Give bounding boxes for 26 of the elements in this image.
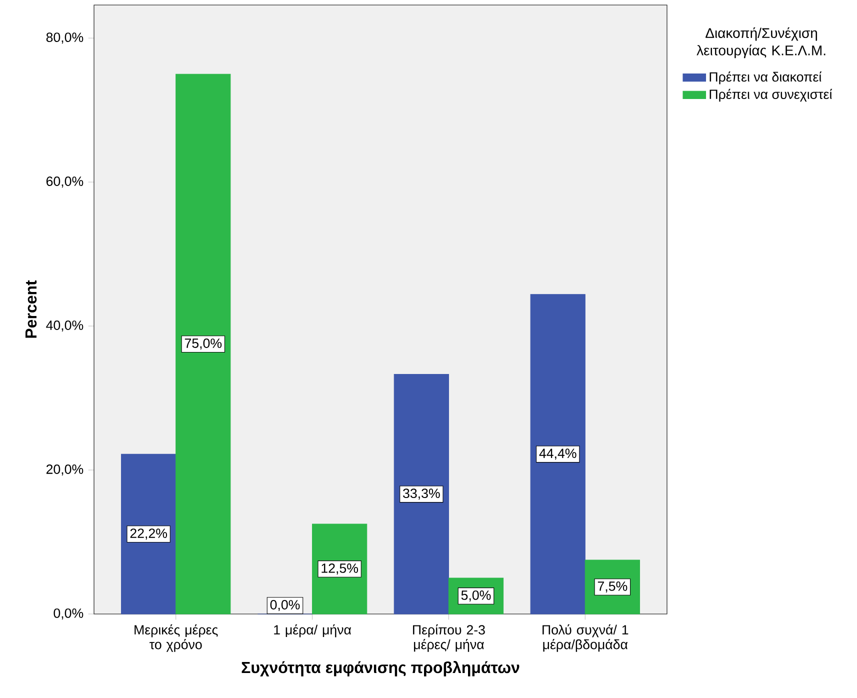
- bar: [530, 294, 586, 614]
- y-tick-label: 80,0%: [46, 32, 84, 44]
- x-tick-label: 1 μέρα/ μήνα: [274, 624, 352, 638]
- x-tick-label: Περίπου 2-3 μέρες/ μήνα: [413, 624, 485, 652]
- bar: [121, 454, 176, 614]
- y-tick-label: 40,0%: [46, 320, 84, 332]
- data-label: 75,0%: [184, 338, 222, 350]
- x-axis-title: Συχνότητα εμφάνισης προβλημάτων: [242, 661, 520, 676]
- y-axis-title: Percent: [25, 280, 37, 338]
- data-label: 7,5%: [598, 582, 628, 592]
- y-tick-label: 60,0%: [46, 176, 84, 188]
- data-label: 33,3%: [403, 488, 440, 500]
- x-tick-label: Πολύ συχνά/ 1 μέρα/βδομάδα: [542, 624, 628, 652]
- data-label: 5,0%: [461, 590, 491, 602]
- data-label: 22,2%: [130, 528, 168, 540]
- y-tick-label: 20,0%: [46, 464, 84, 476]
- legend-label: Πρέπει να συνεχιστεί: [710, 88, 832, 102]
- data-label: 12,5%: [322, 563, 358, 575]
- bar: [394, 374, 449, 614]
- y-tick-label: 0,0%: [54, 608, 84, 620]
- legend-label: Πρέπει να διακοπεί: [710, 71, 822, 84]
- data-label: 0,0%: [270, 600, 300, 612]
- legend-title: Διακοπή/Συνέχιση λειτουργίας Κ.Ε.Λ.Μ.: [696, 27, 826, 58]
- data-label: 44,4%: [539, 448, 576, 460]
- bar: [176, 74, 231, 614]
- x-tick-label: Μερικές μέρες το χρόνο: [134, 624, 218, 652]
